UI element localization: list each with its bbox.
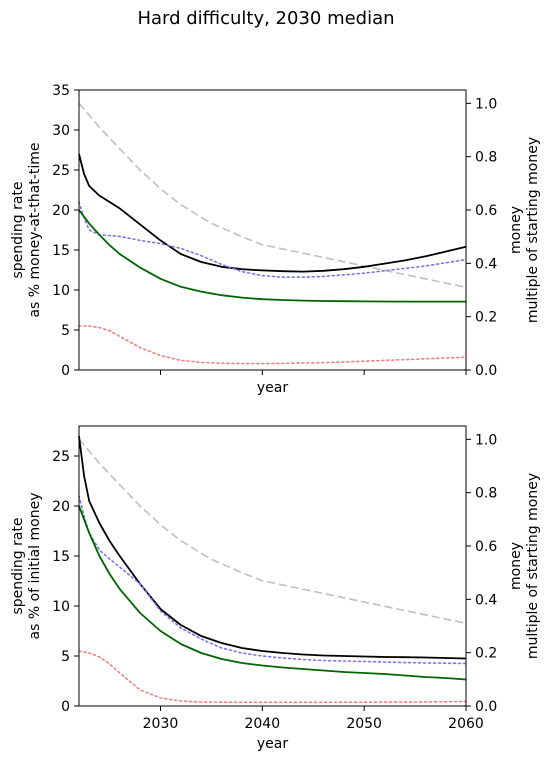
- y-left-tick-label: 0: [61, 699, 70, 715]
- y-left-tick-label: 10: [52, 599, 70, 615]
- x-tick-label: 2060: [448, 716, 484, 732]
- y-left-tick-label: 10: [52, 283, 70, 299]
- x-axis-label: year: [257, 380, 288, 396]
- y-right-tick-label: 0.0: [475, 699, 497, 715]
- y-right-tick-label: 0.8: [475, 486, 497, 502]
- series-line-2: [78, 435, 467, 660]
- y-right-tick-label: 0.2: [475, 646, 497, 662]
- y-left-axis-label: spending rate: [10, 181, 26, 278]
- plot-frame: [78, 425, 467, 707]
- y-left-tick-label: 20: [52, 499, 70, 515]
- figure-title: Hard difficulty, 2030 median: [137, 8, 394, 29]
- series-line-4: [78, 209, 466, 303]
- y-left-tick-label: 5: [61, 649, 70, 665]
- y-right-tick-label: 0.6: [475, 539, 497, 555]
- y-left-tick-label: 15: [52, 549, 70, 565]
- plot-frame: [78, 89, 467, 371]
- x-axis-label: year: [257, 736, 288, 752]
- series-line-5: [78, 325, 467, 365]
- series-line-3: [78, 495, 467, 665]
- y-left-axis-label: spending rate: [10, 517, 26, 614]
- y-left-tick-label: 20: [52, 203, 70, 219]
- chart-panel-2: 2030 2040 2050 2060 0 5 10 15 20 25 0.0 0.2 0.4 0.6 0.…: [10, 425, 541, 752]
- series-line-5: [78, 650, 467, 704]
- chart-panel-1: 0 5 10 15 20 25 30 35 0.0 0.2 0.4 0.6 0.8 1.0 year spen…: [10, 83, 541, 396]
- series-line-2: [78, 153, 467, 273]
- y-right-tick-label: 0.8: [475, 150, 497, 166]
- y-left-tick-label: 0: [61, 363, 70, 379]
- y-left-tick-label: 35: [52, 83, 70, 99]
- series-line-4: [78, 505, 467, 681]
- series-line-3: [78, 201, 467, 279]
- y-right-tick-label: 0.0: [475, 363, 497, 379]
- y-left-axis-label: as % of initial money: [27, 493, 43, 640]
- y-left-tick-label: 5: [61, 323, 70, 339]
- y-right-axis-label: multiple of starting money: [525, 473, 541, 659]
- y-right-tick-label: 0.2: [475, 310, 497, 326]
- y-right-axis-label: money: [508, 542, 524, 590]
- y-right-axis-label: multiple of starting money: [525, 137, 541, 323]
- y-right-tick-label: 1.0: [475, 432, 497, 448]
- y-right-tick-label: 1.0: [475, 96, 497, 112]
- y-left-tick-label: 15: [52, 243, 70, 259]
- x-tick-label: 2050: [346, 716, 382, 732]
- x-tick-label: 2040: [244, 716, 280, 732]
- x-tick-label: 2030: [143, 716, 179, 732]
- series-line-1: [78, 438, 467, 625]
- y-right-tick-label: 0.6: [475, 203, 497, 219]
- y-right-tick-label: 0.4: [475, 256, 497, 272]
- y-left-tick-label: 25: [52, 449, 70, 465]
- y-left-axis-label: as % money-at-that-time: [27, 142, 43, 317]
- y-left-tick-label: 25: [52, 163, 70, 179]
- y-left-tick-label: 30: [52, 123, 70, 139]
- y-right-axis-label: money: [508, 206, 524, 254]
- y-right-tick-label: 0.4: [475, 592, 497, 608]
